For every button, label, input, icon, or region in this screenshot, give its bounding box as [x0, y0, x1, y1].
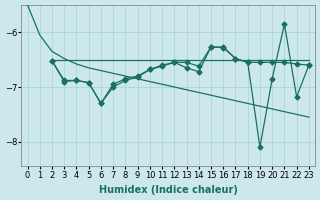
- X-axis label: Humidex (Indice chaleur): Humidex (Indice chaleur): [99, 185, 238, 195]
